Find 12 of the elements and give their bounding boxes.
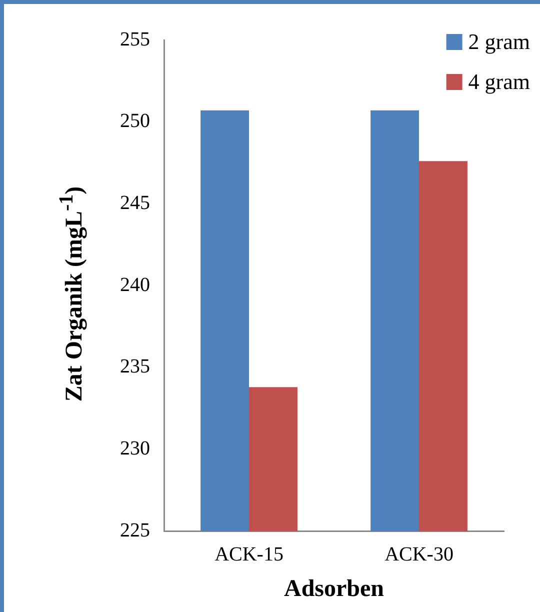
y-tick-label: 255 bbox=[120, 28, 150, 50]
y-tick-label: 230 bbox=[120, 438, 150, 460]
y-tick-label: 235 bbox=[120, 356, 150, 378]
x-axis-title: Adsorben bbox=[284, 576, 384, 602]
legend-label: 4 gram bbox=[468, 68, 530, 94]
x-tick-label: ACK-30 bbox=[384, 543, 454, 566]
y-tick-label: 245 bbox=[120, 192, 150, 214]
y-tick-label: 225 bbox=[120, 519, 150, 542]
x-tick-label: ACK-15 bbox=[214, 543, 284, 566]
legend-label: 2 gram bbox=[468, 28, 530, 54]
y-tick-label: 250 bbox=[120, 110, 150, 132]
y-tick-label: 240 bbox=[120, 274, 150, 296]
